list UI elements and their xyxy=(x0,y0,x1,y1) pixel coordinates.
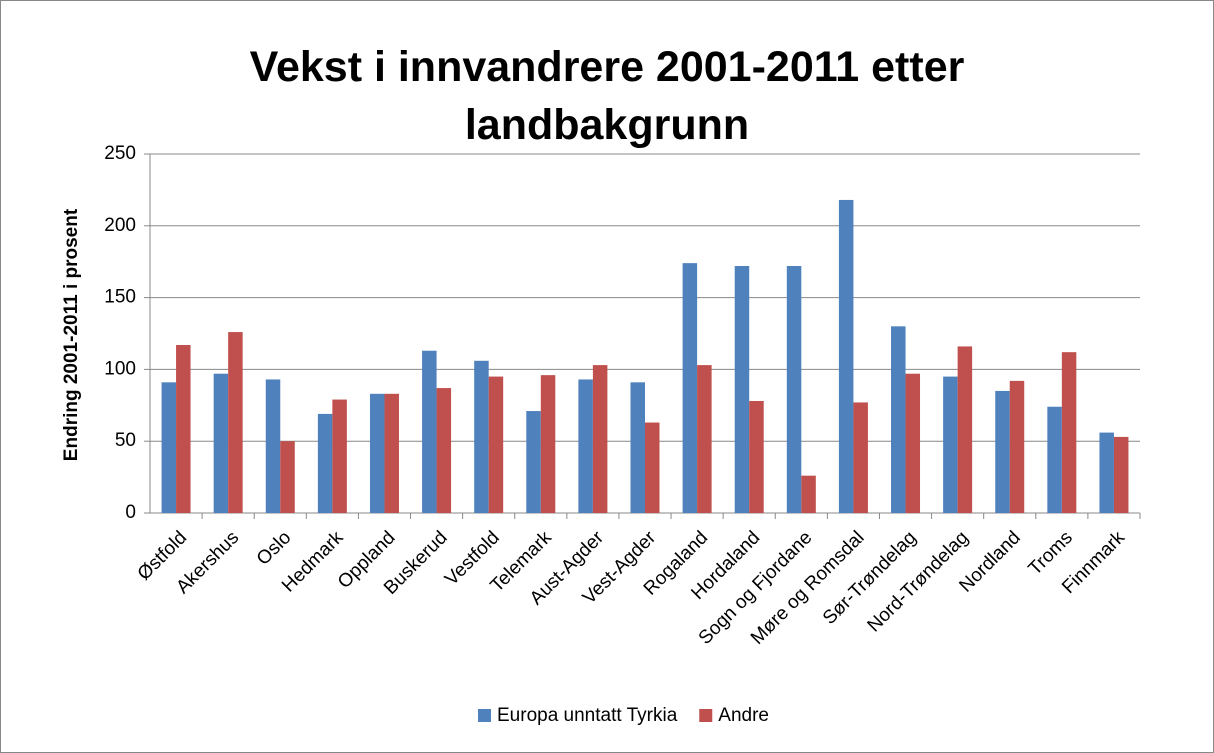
bar xyxy=(749,400,764,513)
bar xyxy=(957,346,973,513)
bar xyxy=(645,422,660,513)
bar xyxy=(265,379,281,513)
bar xyxy=(891,326,906,513)
legend-label: Andre xyxy=(718,705,769,726)
bar xyxy=(369,393,385,513)
bar xyxy=(213,373,229,513)
bar xyxy=(995,390,1010,513)
bar xyxy=(592,365,608,513)
bar xyxy=(488,376,504,513)
x-tick-label: Sør-Trøndelag xyxy=(819,527,921,629)
bar xyxy=(332,399,347,513)
bar xyxy=(682,263,698,513)
legend-label: Europa unntatt Tyrkia xyxy=(497,705,678,726)
bar xyxy=(384,393,399,513)
y-axis-label: Endring 2001-2011 i prosent xyxy=(61,208,82,461)
bar xyxy=(786,266,802,513)
y-tick-label: 50 xyxy=(115,430,136,451)
bar xyxy=(943,376,958,513)
chart-title: Vekst i innvandrere 2001-2011 etter land… xyxy=(249,43,965,149)
bar xyxy=(1099,432,1114,513)
y-tick-label: 0 xyxy=(125,502,136,523)
bar xyxy=(1113,436,1129,513)
bar xyxy=(578,379,593,513)
y-tick-label: 250 xyxy=(104,143,136,164)
legend-swatch xyxy=(478,709,491,722)
bar xyxy=(801,475,816,513)
bar xyxy=(1061,352,1077,513)
bar xyxy=(1047,406,1062,513)
y-tick-label: 200 xyxy=(104,215,136,236)
bar xyxy=(540,375,556,513)
bar xyxy=(838,199,854,513)
bar xyxy=(317,413,333,513)
bar xyxy=(905,373,921,513)
bar xyxy=(734,266,750,513)
y-tick-label: 100 xyxy=(104,358,136,379)
bar xyxy=(280,441,295,513)
bar xyxy=(228,332,243,513)
bar xyxy=(697,365,712,513)
bar xyxy=(526,411,541,513)
y-tick-label: 150 xyxy=(104,287,136,308)
bar xyxy=(422,350,437,513)
bar xyxy=(176,344,191,513)
x-tick-label: Oslo xyxy=(253,527,295,569)
bar xyxy=(630,382,645,513)
bar xyxy=(1009,380,1025,513)
bar xyxy=(436,388,452,513)
legend-swatch xyxy=(699,709,713,722)
bar xyxy=(161,382,177,513)
bar xyxy=(474,360,489,513)
bar xyxy=(853,402,868,513)
